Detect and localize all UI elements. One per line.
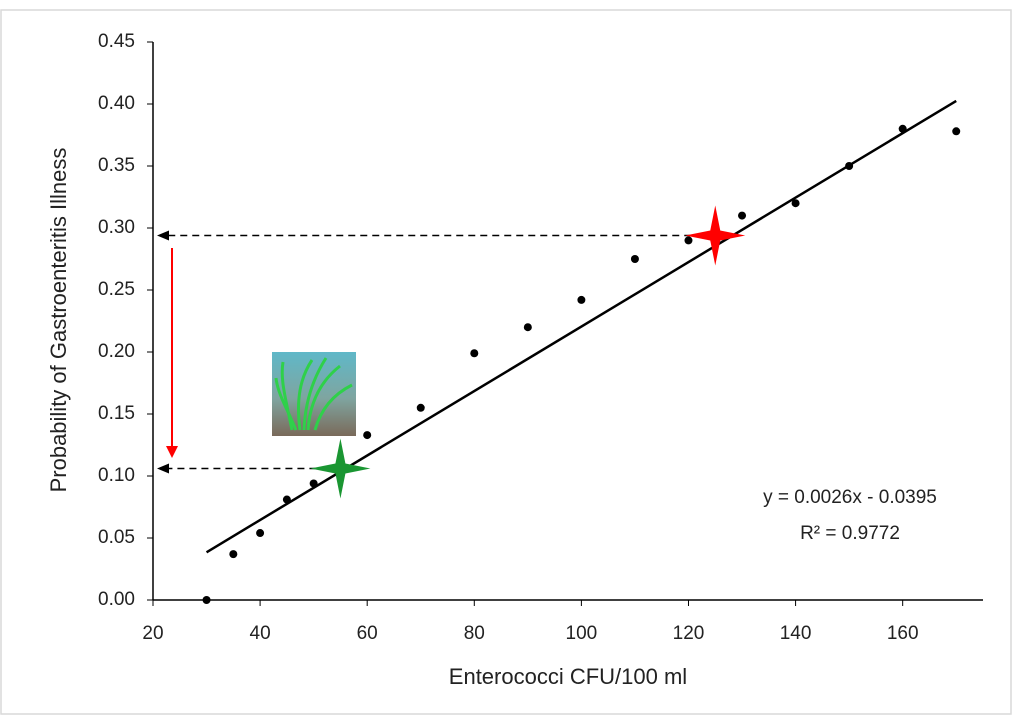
data-point [577, 295, 586, 304]
y-tick-label: 0.00 [98, 589, 135, 610]
leader-arrow-head [157, 463, 169, 474]
data-point [256, 529, 265, 538]
trend-equation: y = 0.0026x - 0.0395 [763, 487, 937, 508]
data-point [898, 124, 907, 133]
y-tick-label: 0.25 [98, 279, 135, 300]
x-tick-label: 120 [673, 623, 705, 644]
data-point [229, 550, 238, 559]
y-tick-label: 0.10 [98, 465, 135, 486]
y-tick-label: 0.40 [98, 93, 135, 114]
data-point [630, 255, 639, 263]
data-point [791, 199, 800, 208]
y-tick-label: 0.20 [98, 341, 135, 362]
data-point [952, 127, 961, 136]
trend-r-squared: R² = 0.9772 [800, 523, 900, 544]
highlight-star [310, 438, 371, 499]
data-point [282, 495, 291, 504]
data-point [416, 403, 425, 412]
y-tick-label: 0.45 [98, 31, 135, 52]
x-tick-label: 60 [357, 623, 378, 644]
chart-border [0, 9, 1012, 715]
x-tick-label: 20 [142, 623, 163, 644]
y-tick-label: 0.35 [98, 155, 135, 176]
y-tick-label: 0.30 [98, 217, 135, 238]
data-point [363, 431, 372, 440]
trendline [205, 99, 957, 554]
x-tick-label: 140 [780, 623, 812, 644]
data-point [684, 236, 693, 245]
data-point [309, 479, 318, 488]
data-point [738, 211, 747, 220]
x-tick-label: 160 [887, 623, 919, 644]
y-tick-label: 0.15 [98, 403, 135, 424]
data-point [202, 596, 211, 604]
y-axis-title: Probability of Gastroenteritis Illness [46, 148, 71, 493]
x-axis-title: Enterococci CFU/100 ml [449, 664, 687, 689]
shift-arrow-head [166, 446, 178, 458]
x-tick-label: 40 [250, 623, 271, 644]
y-tick-label: 0.05 [98, 527, 135, 548]
leader-arrow-head [157, 230, 169, 241]
seaweed-icon [272, 352, 356, 436]
highlight-star [685, 205, 746, 266]
data-point [470, 349, 479, 358]
x-tick-label: 80 [464, 623, 485, 644]
x-tick-label: 100 [566, 623, 598, 644]
data-point [523, 323, 532, 332]
data-point [845, 162, 854, 170]
